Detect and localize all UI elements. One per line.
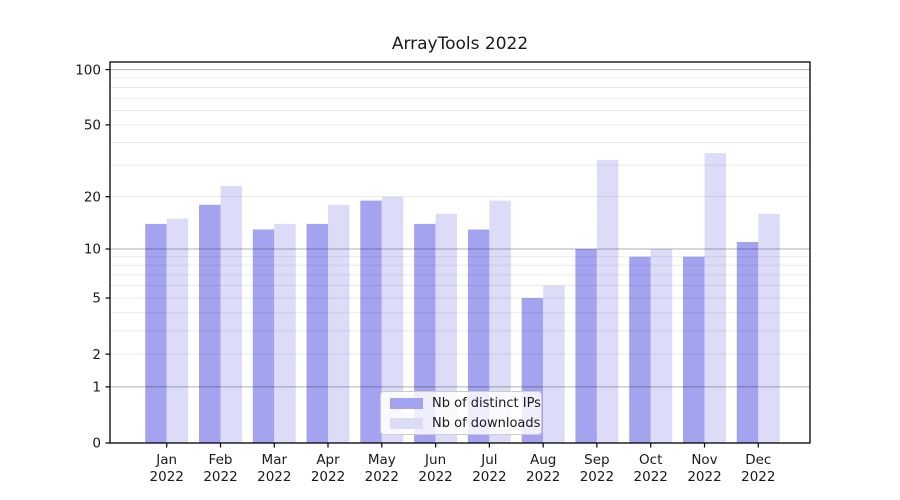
x-tick-label-year: 2022 — [150, 469, 184, 485]
bar-sep-downloads — [596, 160, 619, 443]
bar-mar-ips — [252, 229, 275, 443]
x-tick-label-month: May — [368, 452, 396, 468]
x-tick-label-year: 2022 — [311, 469, 345, 485]
x-tick-label-year: 2022 — [365, 469, 399, 485]
bar-apr-downloads — [328, 204, 350, 443]
bar-oct-downloads — [650, 249, 673, 443]
x-tick-label-month: Nov — [691, 452, 717, 468]
bar-jan-ips — [145, 223, 167, 443]
x-tick-label-month: Oct — [639, 452, 662, 468]
y-tick-label: 5 — [92, 291, 101, 307]
bar-nov-downloads — [704, 153, 726, 443]
bar-jan-downloads — [166, 218, 189, 443]
legend-item-downloads: Nb of downloads — [390, 416, 540, 431]
bar-jul-downloads — [489, 200, 511, 443]
x-tick-label-month: Apr — [316, 452, 340, 468]
legend-label-downloads: Nb of downloads — [432, 415, 541, 431]
x-tick-label-month: Sep — [584, 452, 609, 468]
x-tick-label-year: 2022 — [257, 469, 291, 485]
bar-feb-downloads — [220, 185, 242, 443]
y-axis: 0 1 2 5 10 20 50 100 — [75, 62, 110, 452]
bars-group — [145, 153, 780, 443]
bar-sep-ips — [575, 249, 597, 443]
x-tick-label-year: 2022 — [526, 469, 560, 485]
bar-may-downloads — [381, 196, 404, 443]
x-tick-label-year: 2022 — [687, 469, 721, 485]
x-tick-label-month: Mar — [262, 452, 288, 468]
bar-jun-ips — [414, 223, 436, 443]
bar-oct-ips — [629, 256, 651, 443]
x-tick-label-month: Jan — [155, 452, 177, 468]
x-tick-label-year: 2022 — [634, 469, 668, 485]
y-tick-label: 20 — [84, 189, 101, 205]
y-tick-label: 2 — [92, 347, 101, 363]
x-tick-label-year: 2022 — [472, 469, 506, 485]
y-tick-label: 10 — [84, 242, 101, 258]
legend-swatch-distinct-ips — [390, 397, 423, 409]
x-tick-label-month: Feb — [209, 452, 233, 468]
x-tick-label-year: 2022 — [203, 469, 237, 485]
bar-may-ips — [360, 200, 382, 443]
y-tick-label: 1 — [92, 380, 101, 396]
x-tick-label-year: 2022 — [580, 469, 614, 485]
x-tick-label-month: Jul — [480, 452, 497, 468]
plot-border — [109, 61, 811, 444]
x-tick-label-month: Aug — [530, 452, 556, 468]
legend-label-distinct-ips: Nb of distinct IPs — [432, 395, 541, 411]
bar-apr-ips — [306, 223, 328, 443]
y-tick-label: 50 — [84, 118, 101, 134]
legend: Nb of distinct IPs Nb of downloads — [380, 391, 542, 435]
legend-item-distinct-ips: Nb of distinct IPs — [390, 396, 541, 411]
bar-jul-ips — [467, 229, 490, 443]
bar-jun-downloads — [435, 213, 458, 443]
gridlines — [110, 69, 810, 388]
bar-dec-ips — [736, 242, 759, 443]
x-tick-label-year: 2022 — [418, 469, 452, 485]
x-tick-label-month: Dec — [745, 452, 771, 468]
bar-mar-downloads — [274, 223, 296, 443]
y-tick-label: 0 — [92, 436, 101, 452]
y-tick-label: 100 — [75, 62, 101, 78]
bar-feb-ips — [199, 204, 221, 443]
x-axis: Jan2022Feb2022Mar2022Apr2022May2022Jun20… — [150, 443, 775, 485]
chart-title: ArrayTools 2022 — [391, 34, 529, 54]
legend-swatch-downloads — [390, 417, 423, 429]
bar-nov-ips — [683, 256, 705, 443]
x-tick-label-month: Jun — [424, 452, 446, 468]
bar-dec-downloads — [758, 213, 780, 443]
bar-aug-downloads — [543, 285, 565, 443]
x-tick-label-year: 2022 — [741, 469, 775, 485]
